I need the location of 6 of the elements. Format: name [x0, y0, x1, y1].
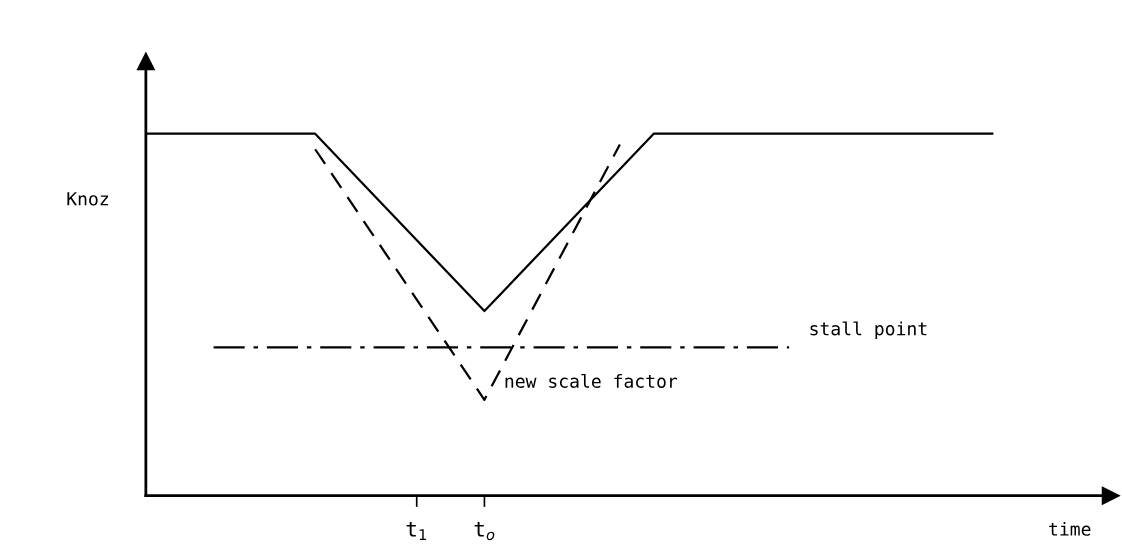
- x-axis-title: time: [1049, 521, 1091, 536]
- x-tick-label: t$_{o}$: [474, 521, 495, 541]
- x-tick-label: t$_{1}$: [406, 521, 427, 540]
- y-axis-title: Knoz: [67, 192, 108, 206]
- series-label: stall point: [810, 321, 927, 339]
- series-label: new scale factor: [505, 373, 678, 388]
